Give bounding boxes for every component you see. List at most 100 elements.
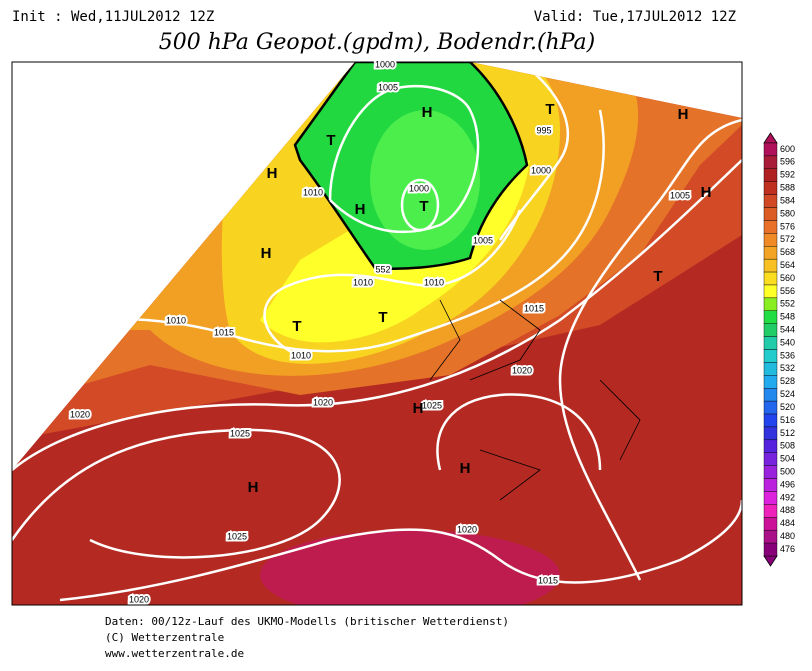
colorbar-swatch bbox=[763, 258, 778, 273]
colorbar-label: 500 bbox=[780, 466, 795, 476]
colorbar-swatch bbox=[763, 271, 778, 286]
colorbar-label: 480 bbox=[780, 531, 795, 541]
isobar-label: 1020 bbox=[129, 594, 149, 604]
isobar-labels: 1000 1005 995 1000 1010 1000 1005 1005 5… bbox=[68, 57, 692, 606]
colorbar-label: 592 bbox=[780, 170, 795, 180]
isobar-label: 1020 bbox=[512, 365, 532, 375]
colorbar-label: 576 bbox=[780, 221, 795, 231]
colorbar-swatch bbox=[763, 542, 778, 557]
isobar-label: 1015 bbox=[524, 303, 544, 313]
pressure-center: T bbox=[419, 198, 428, 215]
colorbar-label: 508 bbox=[780, 441, 795, 451]
field bbox=[12, 62, 742, 605]
colorbar-label: 580 bbox=[780, 208, 795, 218]
pressure-center: T bbox=[292, 318, 301, 335]
colorbar-label: 588 bbox=[780, 183, 795, 193]
colorbar-swatch bbox=[763, 194, 778, 208]
footer-line: Daten: 00/12z-Lauf des UKMO-Modells (bri… bbox=[105, 615, 509, 628]
colorbar-swatch bbox=[763, 465, 778, 479]
isobar-label: 1010 bbox=[303, 187, 323, 197]
isobar-label: 1010 bbox=[166, 315, 186, 325]
pressure-centers: H T H T H H T H H T T T H H H bbox=[248, 101, 712, 496]
colorbar-label: 484 bbox=[780, 518, 795, 528]
colorbar-swatch bbox=[763, 400, 778, 415]
colorbar-swatch bbox=[763, 504, 778, 518]
isobar-label: 1020 bbox=[457, 524, 477, 534]
pressure-center: H bbox=[422, 104, 433, 121]
isobar-label: 1025 bbox=[227, 531, 247, 541]
isobar-label: 1020 bbox=[313, 397, 333, 407]
pressure-center: T bbox=[653, 268, 662, 285]
colorbar-swatch bbox=[763, 155, 778, 170]
isobar-label: 1015 bbox=[538, 575, 558, 585]
footer-line: (C) Wetterzentrale bbox=[105, 631, 224, 644]
colorbar-label: 516 bbox=[780, 415, 795, 425]
isobar-label: 1015 bbox=[214, 327, 234, 337]
pressure-center: H bbox=[413, 400, 424, 417]
map-title: 500 hPa Geopot.(gpdm), Bodendr.(hPa) bbox=[159, 30, 595, 55]
colorbar-label: 492 bbox=[780, 492, 795, 502]
isobar-label: 1005 bbox=[378, 82, 398, 92]
valid-time: Valid: Tue,17JUL2012 12Z bbox=[534, 9, 736, 25]
colorbar-label: 528 bbox=[780, 376, 795, 386]
pressure-center: T bbox=[326, 132, 335, 149]
pressure-center: T bbox=[378, 309, 387, 326]
colorbar: 600 596 592 588 584 580 576 572 568 564 560 556 552 5… bbox=[763, 132, 795, 567]
footer-line: www.wetterzentrale.de bbox=[105, 647, 244, 660]
colorbar-label: 476 bbox=[780, 544, 795, 554]
colorbar-swatch bbox=[763, 491, 778, 505]
colorbar-swatch bbox=[763, 375, 778, 389]
colorbar-swatch bbox=[763, 142, 778, 157]
pressure-center: H bbox=[678, 106, 689, 123]
colorbar-swatch bbox=[763, 413, 778, 428]
colorbar-label: 568 bbox=[780, 247, 795, 257]
colorbar-swatch bbox=[763, 426, 778, 441]
pressure-center: H bbox=[261, 245, 272, 262]
colorbar-label: 552 bbox=[780, 299, 795, 309]
isobar-label: 1020 bbox=[70, 409, 90, 419]
colorbar-label: 520 bbox=[780, 402, 795, 412]
colorbar-swatch bbox=[763, 181, 778, 195]
colorbar-label: 564 bbox=[780, 260, 795, 270]
colorbar-label: 560 bbox=[780, 273, 795, 283]
colorbar-swatch bbox=[763, 323, 778, 337]
colorbar-swatch bbox=[763, 529, 778, 544]
colorbar-swatch bbox=[763, 220, 778, 234]
colorbar-arrow bbox=[763, 132, 778, 144]
colorbar-swatch bbox=[763, 452, 778, 466]
colorbar-swatch bbox=[763, 362, 778, 376]
isobar-label: 552 bbox=[375, 264, 390, 274]
colorbar-label: 596 bbox=[780, 157, 795, 167]
colorbar-label: 540 bbox=[780, 337, 795, 347]
colorbar-label: 488 bbox=[780, 505, 795, 515]
pressure-center: H bbox=[701, 184, 712, 201]
colorbar-label: 584 bbox=[780, 195, 795, 205]
colorbar-label: 536 bbox=[780, 350, 795, 360]
colorbar-swatch bbox=[763, 517, 778, 531]
colorbar-label: 600 bbox=[780, 144, 795, 154]
colorbar-label: 532 bbox=[780, 363, 795, 373]
isobar-label: 1000 bbox=[531, 165, 551, 175]
isobar-label: 1000 bbox=[375, 59, 395, 69]
isobar-label: 1005 bbox=[473, 235, 493, 245]
colorbar-swatch bbox=[763, 336, 778, 350]
map-frame bbox=[11, 61, 743, 606]
pressure-center: H bbox=[267, 165, 278, 182]
isobar-label: 1010 bbox=[424, 277, 444, 287]
pressure-center: H bbox=[355, 201, 366, 218]
colorbar-swatch bbox=[763, 439, 778, 453]
colorbar-label: 556 bbox=[780, 286, 795, 296]
colorbar-swatch bbox=[763, 310, 778, 324]
isobar-label: 1025 bbox=[230, 428, 250, 438]
colorbar-swatch bbox=[763, 207, 778, 221]
pressure-center: T bbox=[545, 101, 554, 118]
colorbar-label: 524 bbox=[780, 389, 795, 399]
colorbar-swatch bbox=[763, 168, 778, 182]
isobar-label: 1000 bbox=[409, 183, 429, 193]
pressure-center: H bbox=[248, 479, 259, 496]
init-time: Init : Wed,11JUL2012 12Z bbox=[12, 9, 214, 25]
colorbar-swatch bbox=[763, 297, 778, 311]
isobar-label: 995 bbox=[536, 125, 551, 135]
